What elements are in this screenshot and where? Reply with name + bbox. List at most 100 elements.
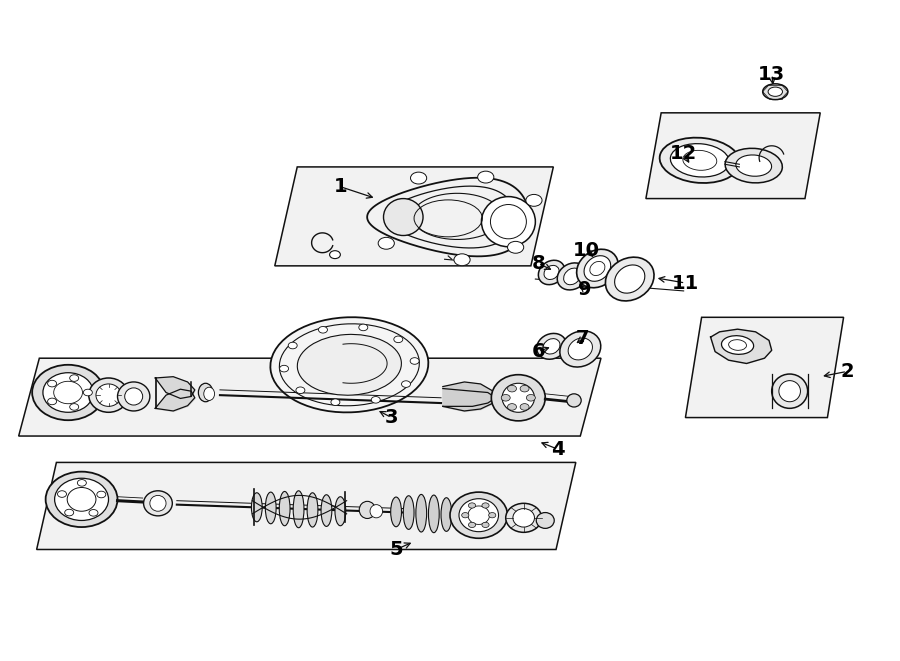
Ellipse shape [722, 336, 753, 354]
Circle shape [508, 241, 524, 253]
Ellipse shape [778, 381, 800, 402]
Ellipse shape [359, 501, 375, 518]
Ellipse shape [560, 331, 601, 367]
Text: 13: 13 [758, 65, 786, 84]
Ellipse shape [762, 84, 788, 100]
Ellipse shape [606, 257, 654, 301]
Ellipse shape [198, 383, 212, 402]
Circle shape [89, 510, 98, 516]
Text: 10: 10 [573, 241, 600, 260]
Ellipse shape [568, 338, 592, 360]
Circle shape [526, 194, 542, 206]
Ellipse shape [203, 387, 214, 401]
Ellipse shape [441, 498, 452, 531]
Text: 9: 9 [578, 280, 591, 299]
Ellipse shape [482, 196, 536, 247]
Text: 7: 7 [576, 329, 590, 348]
Ellipse shape [577, 249, 618, 288]
Ellipse shape [118, 382, 150, 411]
Circle shape [394, 336, 403, 342]
Ellipse shape [416, 494, 427, 532]
Circle shape [288, 342, 297, 349]
Circle shape [48, 380, 57, 387]
Text: 3: 3 [385, 408, 399, 427]
Ellipse shape [660, 137, 740, 183]
Ellipse shape [251, 492, 262, 522]
Text: 12: 12 [670, 144, 698, 163]
Circle shape [58, 490, 67, 497]
Circle shape [520, 385, 529, 392]
Ellipse shape [502, 383, 535, 412]
Circle shape [508, 404, 517, 410]
Ellipse shape [536, 512, 554, 528]
Circle shape [378, 237, 394, 249]
Ellipse shape [557, 263, 587, 290]
Circle shape [482, 503, 489, 508]
Ellipse shape [450, 492, 508, 538]
Circle shape [48, 398, 57, 405]
Ellipse shape [307, 492, 318, 527]
Ellipse shape [491, 204, 526, 239]
Circle shape [280, 366, 289, 372]
Circle shape [489, 512, 496, 518]
Ellipse shape [144, 490, 172, 516]
Text: 4: 4 [551, 440, 564, 459]
Ellipse shape [536, 333, 566, 359]
Circle shape [331, 399, 340, 405]
Ellipse shape [125, 388, 143, 405]
Ellipse shape [383, 198, 423, 235]
Polygon shape [19, 358, 601, 436]
Ellipse shape [544, 266, 559, 280]
Ellipse shape [89, 378, 129, 412]
Ellipse shape [768, 87, 782, 97]
Text: 1: 1 [334, 177, 347, 196]
Circle shape [359, 324, 368, 330]
Ellipse shape [543, 338, 560, 354]
Ellipse shape [725, 148, 782, 183]
Polygon shape [711, 329, 771, 364]
Ellipse shape [513, 508, 535, 527]
Circle shape [84, 389, 93, 396]
Circle shape [482, 522, 489, 527]
Ellipse shape [771, 374, 807, 408]
Ellipse shape [391, 497, 401, 527]
Ellipse shape [96, 384, 122, 407]
Ellipse shape [150, 495, 166, 511]
Ellipse shape [491, 375, 545, 421]
Ellipse shape [538, 260, 564, 285]
Circle shape [468, 503, 475, 508]
Ellipse shape [321, 494, 332, 526]
Circle shape [69, 375, 78, 381]
Ellipse shape [293, 490, 304, 527]
Ellipse shape [736, 155, 771, 176]
Ellipse shape [55, 479, 109, 520]
Polygon shape [646, 113, 820, 198]
Ellipse shape [43, 373, 94, 412]
Ellipse shape [454, 500, 464, 530]
Ellipse shape [266, 492, 276, 524]
Ellipse shape [428, 495, 439, 533]
Ellipse shape [403, 496, 414, 529]
Circle shape [468, 522, 475, 527]
Ellipse shape [32, 365, 104, 420]
Circle shape [401, 381, 410, 387]
Circle shape [526, 395, 536, 401]
Ellipse shape [615, 265, 644, 293]
Circle shape [319, 327, 328, 333]
Text: 8: 8 [531, 254, 544, 273]
Text: 5: 5 [390, 540, 403, 559]
Circle shape [462, 512, 469, 518]
Circle shape [372, 397, 380, 403]
Circle shape [296, 387, 305, 393]
Ellipse shape [506, 503, 542, 532]
Circle shape [508, 385, 517, 392]
Text: 2: 2 [841, 362, 854, 381]
Circle shape [77, 480, 86, 486]
Text: 11: 11 [671, 274, 699, 293]
Ellipse shape [46, 472, 118, 527]
Ellipse shape [563, 268, 580, 285]
Ellipse shape [459, 498, 499, 531]
Circle shape [520, 404, 529, 410]
Circle shape [410, 358, 419, 364]
Circle shape [501, 395, 510, 401]
